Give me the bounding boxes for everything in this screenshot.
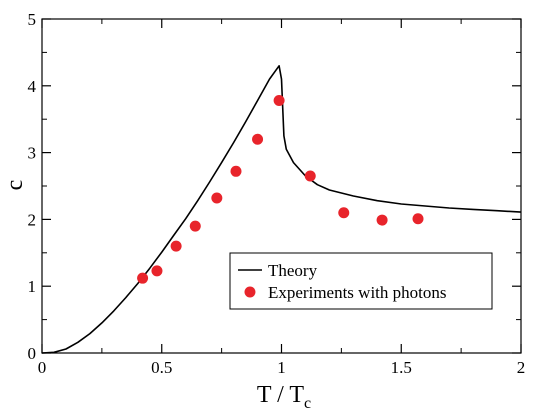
experiment-point bbox=[151, 265, 163, 277]
experiment-point bbox=[412, 213, 424, 225]
x-tick-label: 1 bbox=[277, 358, 286, 377]
x-tick-label: 2 bbox=[517, 358, 526, 377]
x-tick-labels: 0 0.5 1 1.5 2 bbox=[38, 358, 526, 377]
legend-theory-label: Theory bbox=[268, 261, 318, 280]
y-tick-label: 4 bbox=[28, 77, 37, 96]
y-tick-label: 1 bbox=[28, 277, 37, 296]
y-tick-label: 0 bbox=[28, 344, 37, 363]
experiment-point bbox=[338, 207, 350, 219]
axis-ticks bbox=[41, 18, 522, 354]
x-tick-label: 0.5 bbox=[151, 358, 172, 377]
legend-experiments-swatch bbox=[244, 286, 256, 298]
experiment-point bbox=[137, 272, 149, 284]
x-tick-label: 1.5 bbox=[391, 358, 412, 377]
legend-experiments-label: Experiments with photons bbox=[268, 283, 446, 302]
x-axis-title-subscript: c bbox=[304, 395, 311, 412]
experiment-point bbox=[189, 220, 201, 232]
y-tick-label: 2 bbox=[28, 210, 37, 229]
x-axis-title: T / Tc bbox=[257, 382, 311, 412]
theory-curve bbox=[41, 65, 522, 354]
y-tick-label: 3 bbox=[28, 144, 37, 163]
legend-box bbox=[229, 252, 493, 310]
experiment-point bbox=[376, 214, 388, 226]
data-series bbox=[41, 65, 522, 354]
experiment-point bbox=[170, 240, 182, 252]
experiment-point bbox=[273, 94, 285, 106]
experiment-point bbox=[211, 192, 223, 204]
y-tick-label: 5 bbox=[28, 10, 37, 29]
y-axis-title: c bbox=[2, 180, 28, 191]
y-tick-labels: 0 1 2 3 4 5 bbox=[28, 10, 37, 363]
legend: Theory Experiments with photons bbox=[229, 252, 493, 310]
experiment-point bbox=[252, 133, 264, 145]
x-axis-title-main: T / T bbox=[257, 382, 304, 408]
experiment-point bbox=[304, 170, 316, 182]
x-tick-label: 0 bbox=[38, 358, 47, 377]
experiment-point bbox=[230, 165, 242, 177]
